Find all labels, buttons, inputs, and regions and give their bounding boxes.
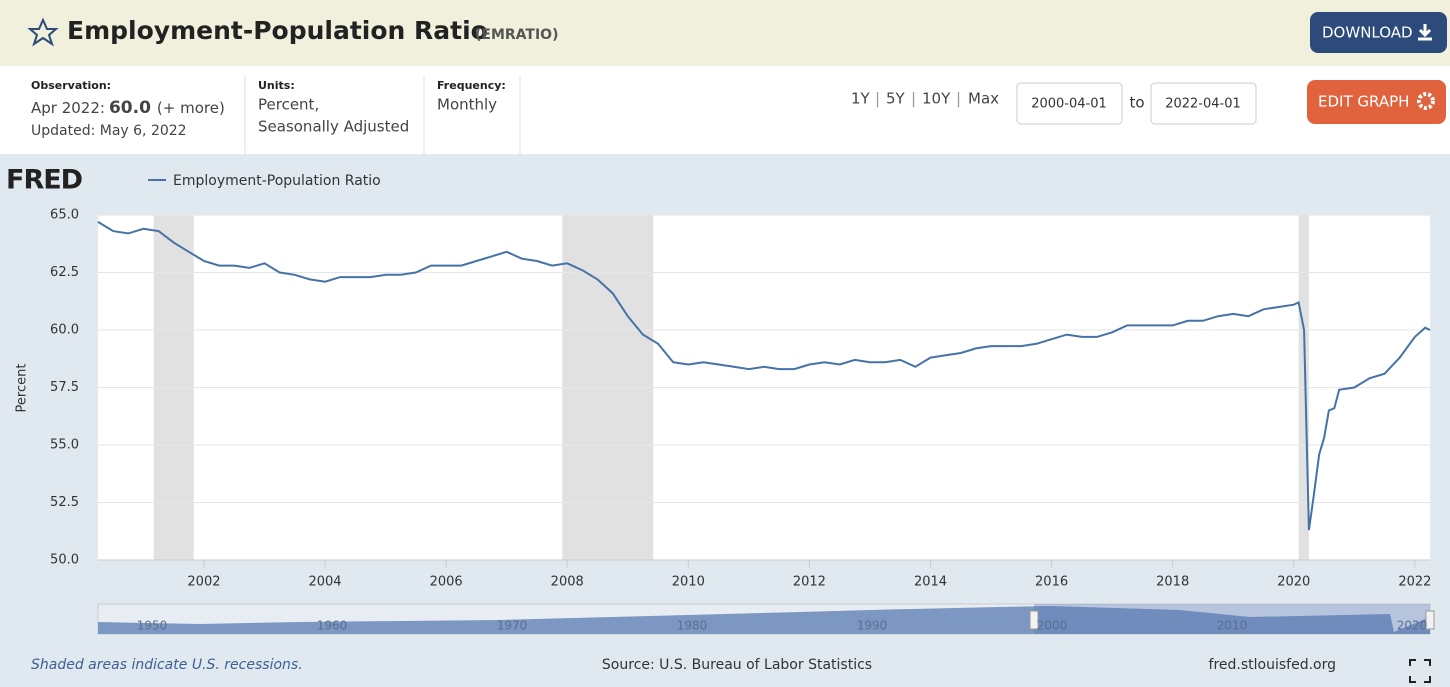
y-tick-label: 50.0 <box>50 553 79 568</box>
download-button[interactable] <box>1310 12 1447 53</box>
y-axis-label: Percent <box>15 364 30 413</box>
separator: | <box>911 90 916 108</box>
navigator-label: 1990 <box>857 619 888 633</box>
navigator-label: 1950 <box>137 619 168 633</box>
footer-note: Shaded areas indicate U.S. recessions. <box>31 657 303 673</box>
x-tick-label: 2014 <box>914 575 947 590</box>
fred-logo: FRED <box>6 165 82 196</box>
y-tick-label: 55.0 <box>50 438 79 453</box>
end-date[interactable]: 2022-04-01 <box>1165 97 1241 112</box>
download-icon <box>1418 24 1432 41</box>
navigator-label: 1970 <box>497 619 528 633</box>
start-date-input[interactable] <box>1016 82 1123 125</box>
x-tick-label: 2016 <box>1035 575 1068 590</box>
gear-icon <box>1417 92 1435 110</box>
observation-label: Observation: <box>31 79 111 92</box>
navigator-handle[interactable] <box>1425 610 1435 630</box>
y-tick-label: 60.0 <box>50 323 79 338</box>
to-label: to <box>1129 94 1144 112</box>
footer-site[interactable]: fred.stlouisfed.org <box>1209 657 1336 673</box>
observation-part: 60.0 <box>109 98 151 118</box>
edit-graph-button[interactable] <box>1307 80 1446 124</box>
fullscreen-icon[interactable] <box>1409 659 1431 683</box>
y-tick-label: 52.5 <box>50 495 79 510</box>
frequency: Monthly <box>437 96 497 114</box>
x-tick-label: 2006 <box>430 575 463 590</box>
range-link[interactable]: 5Y <box>886 90 906 108</box>
footer-source: Source: U.S. Bureau of Labor Statistics <box>602 657 872 673</box>
separator: | <box>875 90 880 108</box>
y-tick-label: 62.5 <box>50 265 79 280</box>
x-tick-label: 2010 <box>672 575 705 590</box>
y-tick-label: 65.0 <box>50 208 79 223</box>
units: Seasonally Adjusted <box>258 118 409 136</box>
units: Percent, <box>258 96 319 114</box>
start-date[interactable]: 2000-04-01 <box>1031 97 1107 112</box>
observation: Apr 2022: 60.0 (+ more) <box>31 98 225 118</box>
x-tick-label: 2020 <box>1277 575 1310 590</box>
observation-part: Apr 2022: <box>31 99 105 117</box>
navigator-handle[interactable] <box>1029 610 1039 630</box>
observation-part[interactable]: (+ more) <box>157 99 225 117</box>
title: Employment-Population Ratio <box>67 16 488 45</box>
range-link[interactable]: Max <box>968 90 999 108</box>
navigator-label: 2010 <box>1217 619 1248 633</box>
range-link[interactable]: 1Y <box>851 90 871 108</box>
units-label: Units: <box>258 79 295 92</box>
navigator-label: 1980 <box>677 619 708 633</box>
range-link[interactable]: 10Y <box>922 90 951 108</box>
x-tick-label: 2004 <box>308 575 341 590</box>
series-id: (EMRATIO) <box>475 27 558 43</box>
header-band <box>0 0 1450 66</box>
navigator-label: 2000 <box>1037 619 1068 633</box>
navigator-area <box>98 606 1430 634</box>
navigator-label: 2020 <box>1397 619 1428 633</box>
x-tick-label: 2002 <box>187 575 220 590</box>
legend-label: Employment-Population Ratio <box>173 173 381 189</box>
star-icon[interactable] <box>27 17 59 47</box>
x-tick-label: 2022 <box>1398 575 1431 590</box>
x-tick-label: 2018 <box>1156 575 1189 590</box>
edit-label[interactable]: EDIT GRAPH <box>1318 93 1409 111</box>
frequency-label: Frequency: <box>437 79 506 92</box>
download-label[interactable]: DOWNLOAD <box>1322 24 1413 42</box>
end-date-input[interactable] <box>1150 82 1257 125</box>
x-tick-label: 2012 <box>793 575 826 590</box>
navigator-selection[interactable] <box>1034 604 1430 634</box>
updated: Updated: May 6, 2022 <box>31 123 187 139</box>
y-tick-label: 57.5 <box>50 380 79 395</box>
x-tick-label: 2008 <box>551 575 584 590</box>
series-line <box>97 221 1431 531</box>
navigator-label: 1960 <box>317 619 348 633</box>
separator: | <box>956 90 961 108</box>
